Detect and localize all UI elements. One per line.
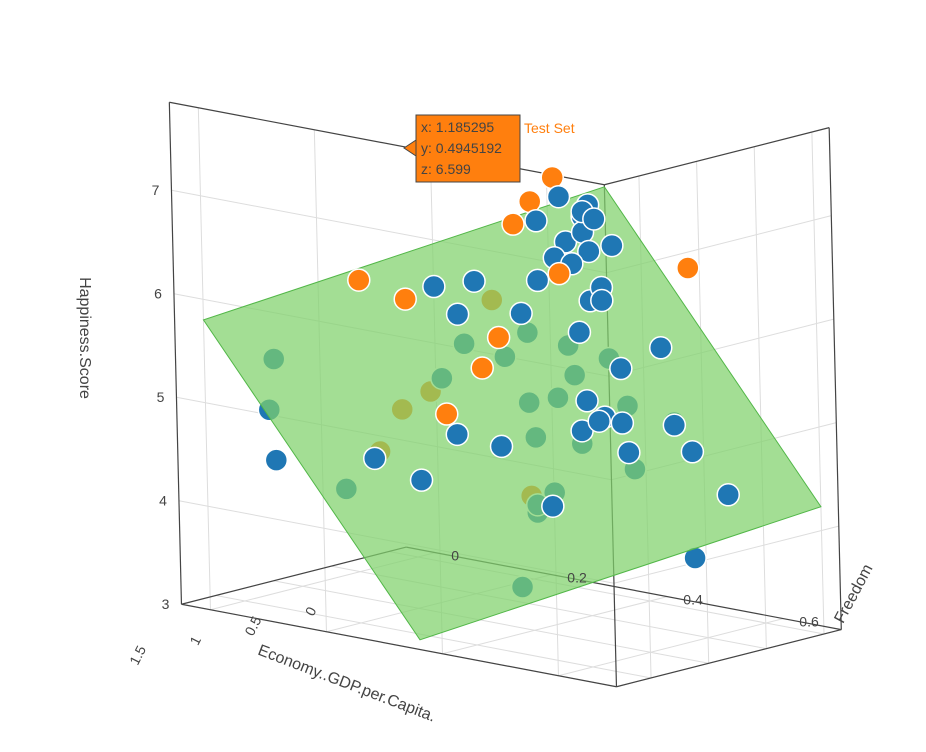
train-point[interactable] (524, 209, 548, 233)
x-tick-label-group: 1.5 (126, 643, 149, 668)
y-tick-label: 0.4 (683, 592, 703, 608)
x-tick-label-group: 0 (302, 604, 320, 618)
train-point[interactable] (445, 302, 470, 326)
x-tick-label: 0.5 (241, 613, 264, 638)
points-in-front-of-plane (347, 165, 740, 518)
x-tick-label-group: 1 (186, 633, 204, 647)
train-point[interactable] (509, 301, 533, 326)
y-tick-label: 0.2 (567, 570, 587, 586)
gridline-side-x (753, 146, 767, 649)
axis-frame (168, 101, 842, 688)
hover-tooltip: x: 1.185295 y: 0.4945192 z: 6.599 Test S… (403, 114, 575, 183)
test-point[interactable] (470, 356, 494, 380)
train-point[interactable] (445, 422, 470, 447)
train-point[interactable] (600, 233, 624, 258)
z-tick-label: 4 (159, 493, 167, 509)
regression-plane (202, 186, 822, 641)
train-point[interactable] (648, 336, 673, 360)
gridline-side-x (811, 132, 825, 635)
axis-edge (604, 127, 830, 186)
train-point[interactable] (587, 409, 611, 433)
axis-edge (828, 127, 842, 630)
test-point[interactable] (501, 212, 525, 236)
y-axis-title-group: Freedom (831, 562, 876, 627)
gridline-back-y (197, 107, 211, 610)
tooltip-x: x: 1.185295 (421, 119, 494, 135)
x-tick-label: 1 (186, 633, 204, 647)
train-point[interactable] (462, 269, 486, 293)
tooltip-z: z: 6.599 (421, 161, 471, 177)
test-point[interactable] (676, 256, 700, 280)
train-point[interactable] (422, 274, 446, 299)
test-point[interactable] (435, 402, 459, 426)
test-point[interactable] (547, 261, 571, 286)
z-tick-label: 7 (152, 182, 160, 198)
train-point[interactable] (609, 356, 633, 381)
x-axis-title: Economy..GDP.per.Capita. (255, 642, 437, 726)
tooltip-pointer (403, 139, 417, 157)
gridline-floor-x (215, 594, 652, 679)
axis-edge (181, 603, 617, 688)
gridline-floor-y (442, 596, 668, 655)
x-axis-title-group: Economy..GDP.per.Capita. (255, 642, 437, 726)
tooltip-series-name: Test Set (524, 120, 575, 136)
gridline-floor-x (273, 580, 709, 664)
train-point[interactable] (582, 207, 606, 231)
train-point[interactable] (575, 389, 599, 413)
tooltip-y: y: 0.4945192 (421, 140, 502, 156)
train-point[interactable] (617, 440, 641, 465)
axis-edge (169, 101, 605, 186)
train-point[interactable] (409, 468, 434, 492)
test-point[interactable] (347, 268, 371, 292)
test-point[interactable] (393, 287, 417, 311)
train-point[interactable] (525, 268, 550, 293)
gridline-side-z (613, 525, 839, 584)
x-tick-label-group: 0.5 (241, 613, 264, 638)
train-point[interactable] (610, 411, 635, 435)
train-point[interactable] (716, 483, 740, 507)
train-point[interactable] (577, 239, 601, 264)
tooltip-box (415, 114, 521, 183)
z-tick-label: 6 (154, 286, 162, 302)
x-tick-label: 1.5 (126, 643, 149, 668)
train-point[interactable] (567, 320, 592, 345)
train-point[interactable] (362, 446, 387, 471)
train-point[interactable] (662, 413, 687, 437)
regression-plane-surface (202, 186, 822, 641)
train-point[interactable] (264, 448, 289, 472)
z-axis-title: Happiness.Score (76, 277, 93, 399)
tick-labels: 3 4 5 6 7 0 0.5 1 1.5 0 0.2 0.4 0.6 (126, 182, 819, 667)
z-axis-title-group: Happiness.Score (76, 277, 93, 399)
y-tick-label: 0 (451, 548, 459, 564)
train-point[interactable] (680, 440, 705, 464)
train-point[interactable] (541, 494, 565, 518)
train-point[interactable] (546, 184, 571, 209)
train-point[interactable] (489, 434, 514, 459)
gridline-floor-y (558, 618, 784, 677)
axis-edge (616, 629, 842, 688)
z-tick-label: 5 (157, 389, 165, 405)
y-axis-title: Freedom (831, 562, 876, 627)
train-point[interactable] (590, 288, 614, 313)
y-tick-label: 0.6 (799, 614, 819, 630)
z-tick-label: 3 (162, 596, 170, 612)
test-point[interactable] (486, 325, 511, 350)
axis-edge (168, 102, 183, 605)
x-tick-label: 0 (302, 604, 320, 618)
